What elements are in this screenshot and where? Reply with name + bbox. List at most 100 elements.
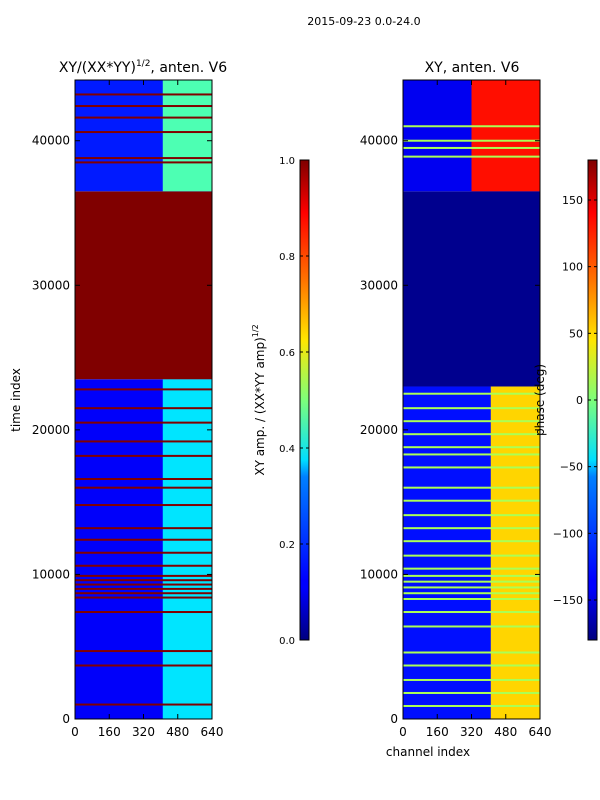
panel-amplitude: XY/(XX*YY)1/2, anten. V6 0 160 320 480 640 0 1… (9, 59, 227, 739)
flagged-row (403, 540, 540, 543)
flagged-row (403, 527, 540, 530)
amplitude-colorbar: 0.0 0.2 0.4 0.6 0.8 1.0 XY amp. / (XX*YY amp)… (251, 156, 310, 647)
y-tick-label: 0 (62, 712, 70, 726)
heatmap-region (490, 386, 540, 719)
flagged-row (75, 105, 212, 108)
colorbar-tick-label: 0.2 (279, 540, 295, 551)
flagged-row (75, 574, 212, 577)
flagged-row (75, 161, 212, 164)
flagged-row (403, 567, 540, 570)
flagged-row (403, 514, 540, 517)
flagged-row (75, 664, 212, 667)
flagged-row (75, 564, 212, 567)
flagged-row (403, 664, 540, 667)
flagged-row (403, 446, 540, 449)
amplitude-axes: 0 160 320 480 640 0 10000 20000 30000 40000 (32, 80, 224, 739)
x-tick-label: 160 (98, 725, 121, 739)
heatmap-region (162, 80, 212, 192)
flagged-row (75, 440, 212, 443)
amplitude-colorbar-ticks: 0.0 0.2 0.4 0.6 0.8 1.0 (279, 156, 309, 647)
flagged-row (403, 420, 540, 423)
heatmap-region (471, 80, 540, 192)
phase-colorbar: −150 −100 −50 0 50 100 150 phase (deg) (533, 159, 598, 641)
flagged-row (75, 116, 212, 119)
flagged-row (403, 125, 540, 128)
amplitude-colorbar-label: XY amp. / (XX*YY amp)1/2 (251, 324, 267, 475)
flagged-row (75, 611, 212, 614)
y-tick-label: 0 (390, 712, 398, 726)
flagged-row (403, 499, 540, 502)
y-tick-label: 10000 (32, 567, 70, 581)
flagged-row (75, 486, 212, 489)
flagged-row (75, 551, 212, 554)
colorbar-tick-label: 0.8 (279, 252, 295, 263)
x-tick-label: 0 (399, 725, 407, 739)
colorbar-tick-label: 100 (562, 261, 583, 274)
heatmap-region (75, 191, 212, 380)
heatmap-region (403, 191, 540, 387)
flagged-row (403, 554, 540, 557)
flagged-row (75, 157, 212, 160)
colorbar-tick-label: −50 (560, 461, 583, 474)
flagged-row (75, 587, 212, 590)
flagged-row (75, 703, 212, 706)
flagged-row (403, 625, 540, 628)
phase-colorbar-label: phase (deg) (533, 364, 547, 436)
x-tick-label: 160 (426, 725, 449, 739)
flagged-row (403, 466, 540, 469)
flagged-row (75, 421, 212, 424)
y-tick-label: 10000 (360, 567, 398, 581)
flagged-row (403, 407, 540, 410)
panel-amplitude-title: XY/(XX*YY)1/2, anten. V6 (59, 59, 227, 76)
flagged-row (75, 650, 212, 653)
y-tick-label: 20000 (32, 423, 70, 437)
flagged-row (75, 93, 212, 96)
flagged-row (403, 139, 540, 142)
flagged-row (75, 527, 212, 530)
colorbar-tick-label: 50 (569, 327, 583, 340)
colorbar-tick-label: −100 (553, 527, 583, 540)
flagged-row (75, 131, 212, 134)
flagged-row (403, 598, 540, 601)
x-tick-label: 480 (494, 725, 517, 739)
colorbar-tick-label: −150 (553, 594, 583, 607)
y-tick-label: 20000 (360, 423, 398, 437)
flagged-row (75, 454, 212, 457)
phase-xlabel: channel index (386, 745, 470, 759)
y-tick-label: 40000 (360, 134, 398, 148)
amplitude-ylabel: time index (9, 368, 23, 432)
y-tick-label: 30000 (360, 278, 398, 292)
flagged-row (403, 580, 540, 583)
flagged-row (403, 155, 540, 158)
flagged-row (403, 146, 540, 149)
amplitude-colorbar-gradient (299, 159, 310, 641)
figure-suptitle: 2015-09-23 0.0-24.0 (307, 15, 420, 28)
flagged-row (75, 579, 212, 582)
flagged-row (75, 504, 212, 507)
phase-heatmap (403, 80, 540, 719)
flagged-row (75, 583, 212, 586)
flagged-row (75, 596, 212, 599)
flagged-row (403, 574, 540, 577)
flagged-row (403, 691, 540, 694)
flagged-row (403, 678, 540, 681)
flagged-row (75, 478, 212, 481)
flagged-row (403, 592, 540, 595)
colorbar-tick-label: 150 (562, 194, 583, 207)
x-tick-label: 640 (201, 725, 224, 739)
amplitude-heatmap (75, 80, 212, 719)
x-tick-label: 640 (529, 725, 552, 739)
flagged-row (403, 486, 540, 489)
y-tick-label: 30000 (32, 278, 70, 292)
x-tick-label: 320 (132, 725, 155, 739)
x-tick-label: 480 (166, 725, 189, 739)
colorbar-tick-label: 0.0 (279, 636, 295, 647)
panel-phase-title: XY, anten. V6 (425, 60, 520, 76)
flagged-row (403, 611, 540, 614)
x-tick-label: 320 (460, 725, 483, 739)
heatmap-region (162, 379, 212, 719)
flagged-row (75, 388, 212, 391)
colorbar-tick-label: 0 (576, 394, 583, 407)
phase-colorbar-ticks: −150 −100 −50 0 50 100 150 (553, 194, 597, 607)
